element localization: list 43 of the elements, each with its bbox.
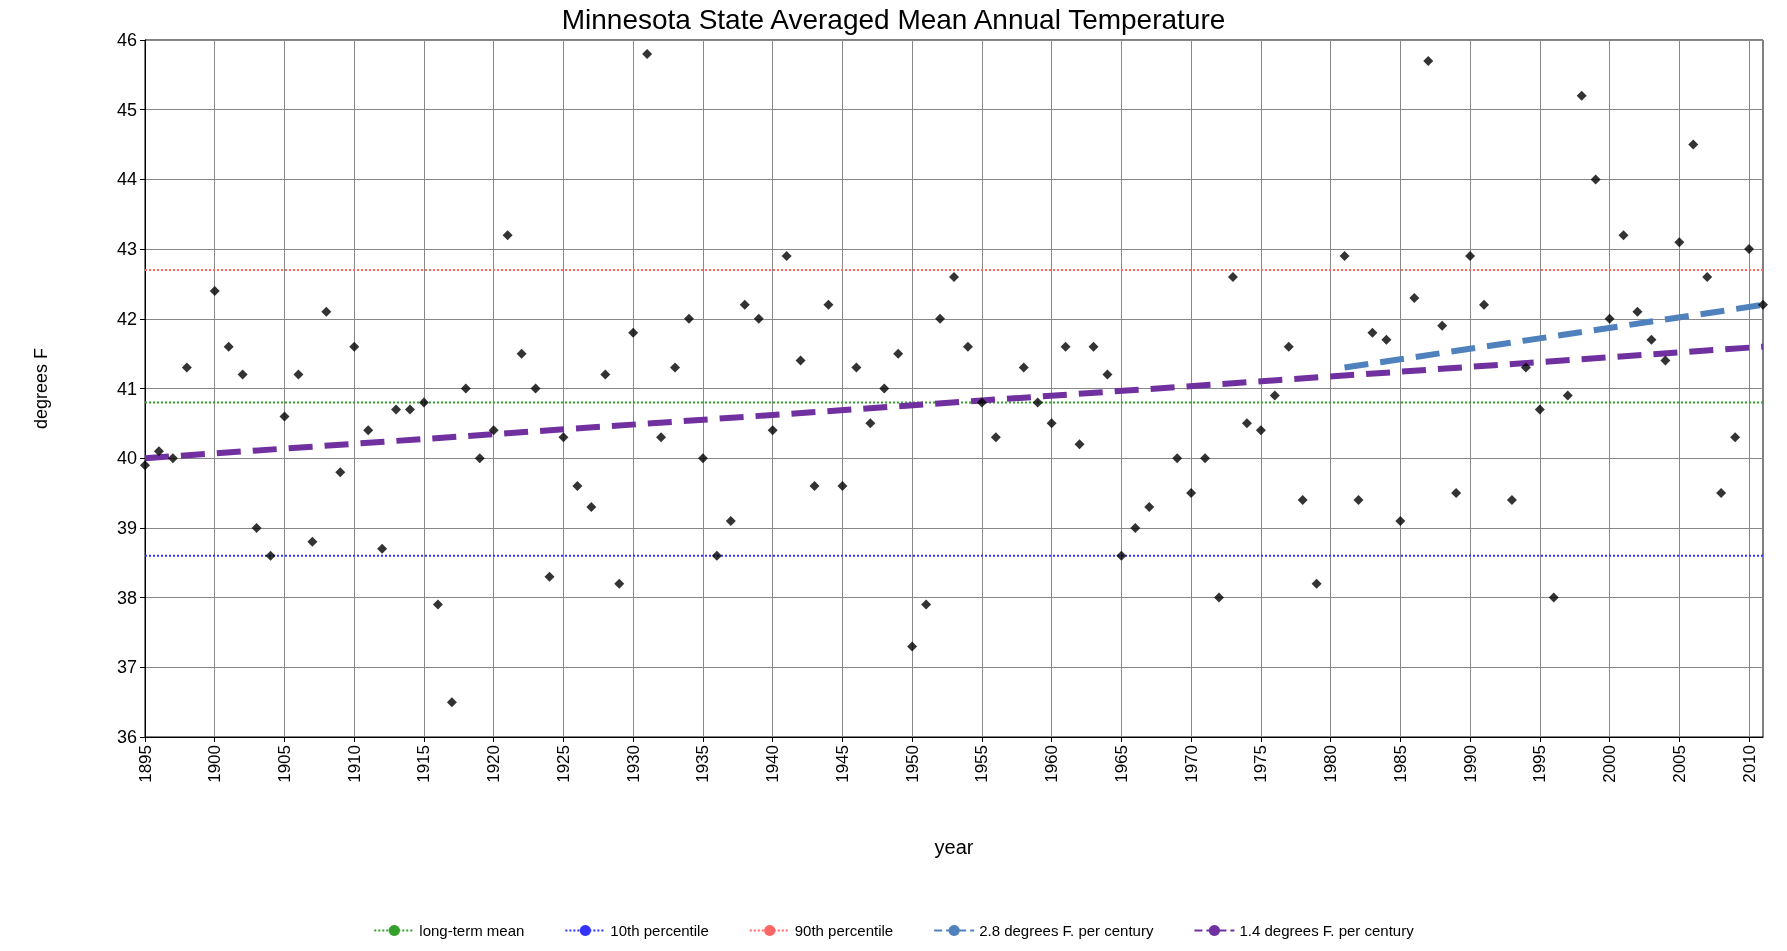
- legend-label: 1.4 degrees F. per century: [1239, 922, 1415, 939]
- x-tick-label: 1975: [1251, 745, 1271, 783]
- x-tick-label: 1955: [972, 745, 992, 783]
- y-tick-label: 40: [116, 448, 137, 469]
- x-tick-label: 1925: [553, 745, 573, 783]
- x-tick-label: 2000: [1600, 745, 1620, 783]
- legend-label: 2.8 degrees F. per century: [979, 922, 1154, 939]
- y-tick-label: 41: [116, 378, 137, 399]
- x-tick-label: 1995: [1530, 745, 1550, 783]
- x-tick-label: 1940: [763, 745, 783, 783]
- x-tick-label: 1930: [623, 745, 643, 783]
- x-tick-label: 1965: [1111, 745, 1131, 783]
- x-tick-label: 1915: [414, 745, 434, 783]
- x-tick-label: 1990: [1460, 745, 1480, 783]
- x-tick-label: 1985: [1390, 745, 1410, 783]
- legend-label: long-term mean: [419, 922, 525, 939]
- x-tick-label: 1950: [902, 745, 922, 783]
- y-tick-label: 38: [116, 587, 137, 608]
- x-tick-label: 2010: [1739, 745, 1759, 783]
- y-tick-label: 36: [116, 727, 137, 747]
- y-tick-label: 45: [116, 99, 137, 120]
- legend-label: 90th percentile: [794, 922, 894, 939]
- y-tick-label: 39: [116, 517, 137, 538]
- y-tick-label: 42: [116, 308, 137, 329]
- x-tick-label: 1970: [1181, 745, 1201, 783]
- x-tick-label: 1960: [1042, 745, 1062, 783]
- x-tick-label: 1895: [135, 745, 155, 783]
- y-axis-title: degrees F: [31, 347, 51, 430]
- y-tick-label: 37: [116, 657, 137, 678]
- y-tick-label: 44: [116, 169, 137, 190]
- x-tick-label: 1905: [274, 745, 294, 783]
- chart-title: Minnesota State Averaged Mean Annual Temperature: [561, 3, 1226, 35]
- x-tick-label: 1980: [1321, 745, 1341, 783]
- x-axis-title: year: [934, 836, 974, 858]
- x-tick-label: 2005: [1669, 745, 1689, 783]
- x-tick-label: 1900: [205, 745, 225, 783]
- y-tick-label: 43: [116, 239, 137, 260]
- y-tick-label: 46: [116, 30, 137, 50]
- x-tick-label: 1920: [484, 745, 504, 783]
- x-tick-label: 1935: [693, 745, 713, 783]
- legend-label: 10th percentile: [610, 922, 709, 939]
- x-tick-label: 1945: [832, 745, 852, 783]
- x-tick-label: 1910: [344, 745, 364, 783]
